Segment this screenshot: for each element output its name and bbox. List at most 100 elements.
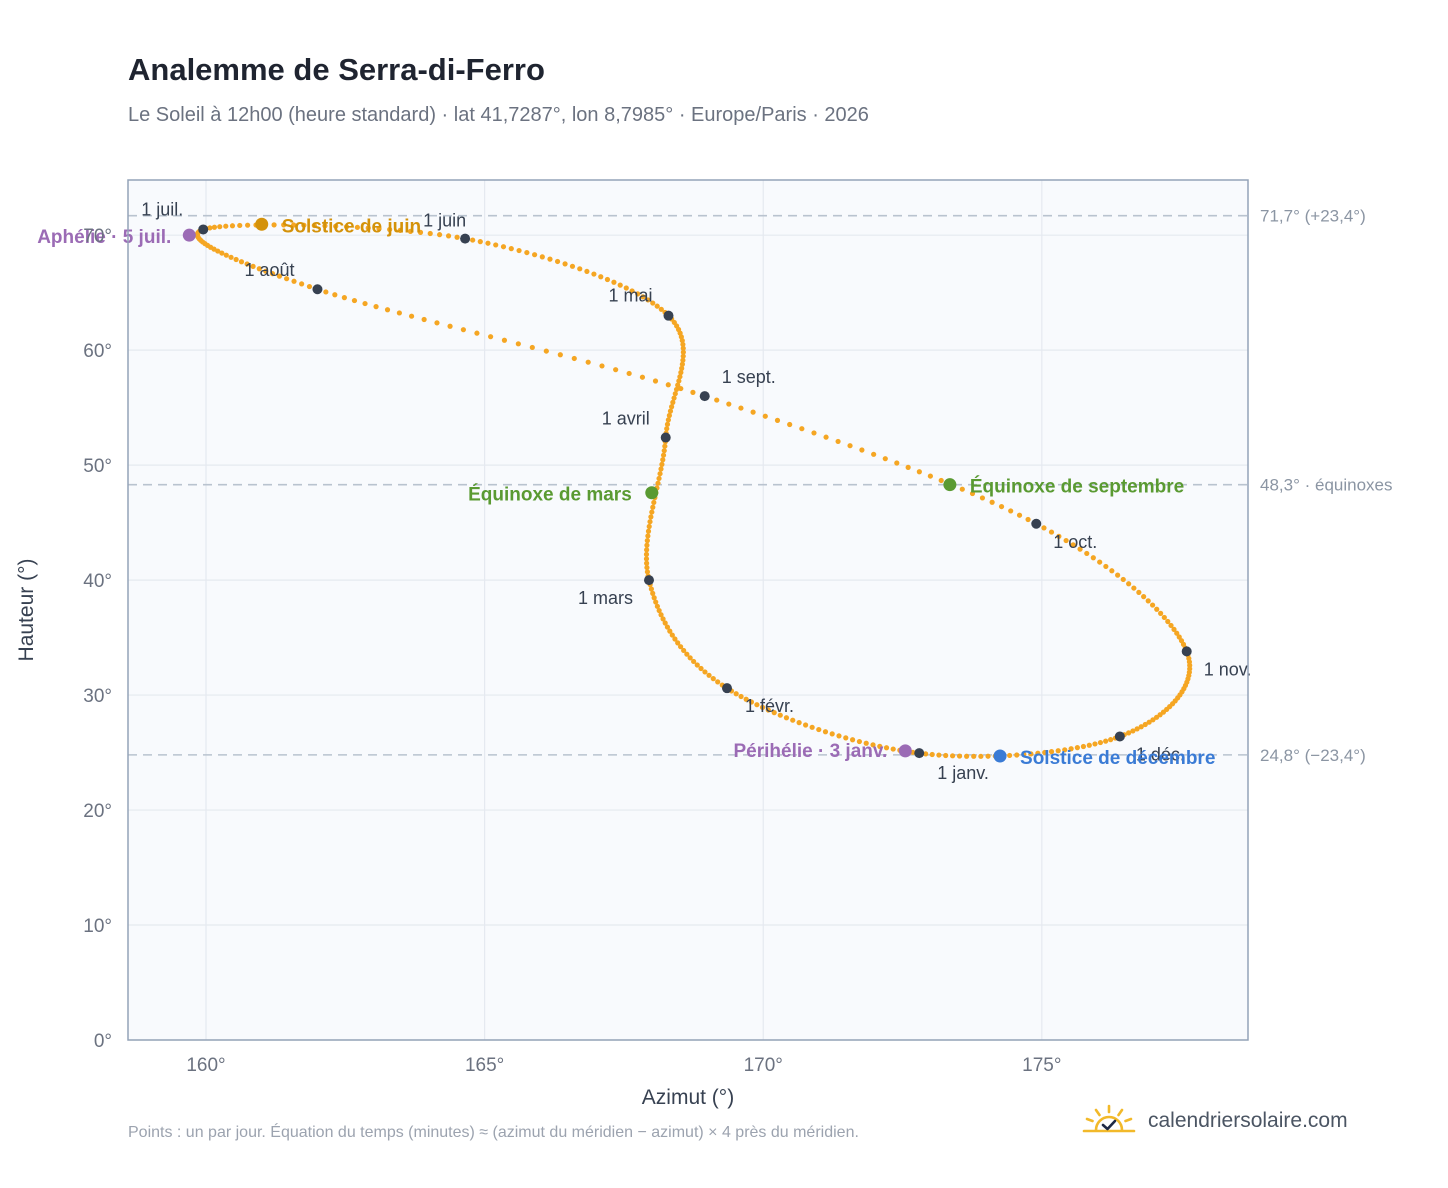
daily-sun-dot: [1120, 576, 1126, 583]
month-marker: [722, 683, 733, 694]
daily-sun-dot: [322, 223, 328, 229]
daily-sun-dot: [680, 345, 686, 351]
daily-sun-dot: [670, 399, 676, 405]
daily-sun-dot: [437, 232, 443, 238]
daily-sun-dot: [678, 369, 684, 376]
daily-sun-dot: [516, 247, 522, 254]
daily-sun-dot: [524, 249, 530, 256]
y-axis-label: Hauteur (°): [15, 559, 38, 662]
event-marker: [898, 744, 912, 758]
daily-sun-dot: [666, 412, 672, 419]
x-tick-label: 170°: [744, 1055, 783, 1076]
daily-sun-dot: [543, 348, 549, 354]
daily-sun-dot: [644, 560, 650, 566]
chart-title: Analemme de Serra-di-Ferro: [128, 52, 545, 87]
month-marker: [643, 575, 654, 586]
daily-sun-dot: [269, 271, 276, 277]
daily-sun-dot: [1136, 589, 1142, 595]
month-marker: [198, 224, 209, 235]
daily-sun-dot: [408, 313, 415, 319]
month-label: 1 déc.: [1136, 744, 1185, 764]
daily-sun-dot: [365, 225, 371, 231]
month-label: 1 juil.: [141, 199, 183, 219]
daily-sun-dot: [501, 337, 508, 343]
daily-sun-dot: [644, 538, 650, 544]
daily-sun-dot: [822, 729, 829, 735]
daily-sun-dot: [427, 230, 433, 237]
daily-sun-dot: [863, 740, 869, 746]
daily-sun-dot: [635, 291, 641, 297]
daily-sun-dot: [611, 279, 617, 285]
daily-sun-dot: [1150, 717, 1156, 723]
daily-sun-dot: [1097, 559, 1103, 565]
daily-sun-dot: [985, 753, 991, 759]
daily-sun-dot: [678, 644, 684, 650]
daily-sun-dot: [557, 352, 563, 358]
y-tick-label: 40°: [83, 571, 112, 592]
daily-sun-dot: [1086, 742, 1092, 748]
daily-sun-dot: [1021, 751, 1027, 758]
daily-sun-dot: [927, 473, 933, 479]
month-markers: 1 janv. 1 févr. 1 mars 1 avril 1 mai 1 juin 1 …: [141, 199, 1251, 783]
daily-sun-dot: [223, 252, 229, 258]
daily-sun-dot: [726, 401, 732, 407]
daily-sun-dot: [916, 469, 922, 475]
daily-sun-dot: [332, 292, 338, 298]
daily-sun-dot: [617, 282, 623, 288]
daily-sun-dot: [1055, 748, 1061, 754]
daily-sun-dot: [802, 722, 809, 728]
month-marker: [1114, 731, 1125, 742]
daily-sun-dot: [1108, 737, 1114, 743]
daily-sun-dot: [223, 223, 229, 229]
reference-line-label: 48,3° · équinoxes: [1260, 476, 1393, 495]
daily-sun-dot: [644, 542, 650, 548]
month-label: 1 oct.: [1053, 532, 1097, 552]
daily-sun-dot: [639, 374, 646, 380]
daily-sun-dot: [1149, 602, 1156, 608]
daily-sun-dot: [1063, 537, 1069, 544]
daily-sun-dot: [656, 607, 662, 614]
plot-area: [128, 180, 1248, 1040]
daily-sun-dot: [654, 303, 660, 309]
daily-sun-dot: [677, 374, 683, 380]
daily-sun-dot: [1074, 745, 1080, 751]
month-marker: [699, 391, 710, 402]
y-tick-label: 10°: [83, 916, 112, 937]
daily-sun-dot: [796, 720, 802, 726]
daily-sun-dot: [301, 222, 307, 228]
daily-sun-dot: [870, 742, 876, 748]
daily-sun-dot: [823, 434, 829, 440]
daily-sun-dot: [1154, 606, 1160, 612]
daily-sun-dot: [1097, 739, 1104, 746]
month-marker: [1181, 646, 1192, 657]
daily-sun-dot: [650, 590, 656, 596]
daily-sun-dot: [1174, 630, 1180, 636]
brand[interactable]: calendriersolaire.com: [1082, 1104, 1348, 1138]
x-tick-label: 175°: [1022, 1055, 1061, 1076]
daily-sun-dot: [351, 297, 358, 304]
event-marker: [943, 478, 957, 492]
daily-sun-dot: [959, 486, 965, 492]
daily-sun-dot: [672, 391, 678, 397]
daily-sun-dot: [515, 341, 521, 347]
daily-sun-dot: [341, 295, 347, 301]
daily-sun-dot: [256, 266, 262, 272]
daily-sun-dot: [1084, 550, 1090, 557]
daily-sun-dot: [500, 244, 507, 250]
daily-sun-dot: [829, 731, 835, 737]
event-label: Solstice de décembre: [1020, 748, 1215, 769]
daily-sun-dot: [650, 504, 656, 510]
daily-sun-dot: [650, 300, 656, 306]
daily-sun-dot: [299, 281, 305, 287]
y-tick-label: 70°: [83, 226, 112, 247]
y-tick-label: 0°: [94, 1031, 112, 1052]
daily-sun-dot: [738, 693, 744, 700]
daily-sun-dot: [738, 405, 744, 411]
month-label: 1 mars: [578, 588, 633, 608]
daily-sun-dot: [584, 268, 590, 275]
daily-sun-dot: [477, 239, 483, 245]
daily-sun-dot: [680, 353, 686, 359]
x-tick-label: 165°: [465, 1055, 504, 1076]
daily-sun-dot: [1028, 751, 1034, 757]
daily-sun-dot: [687, 655, 693, 661]
